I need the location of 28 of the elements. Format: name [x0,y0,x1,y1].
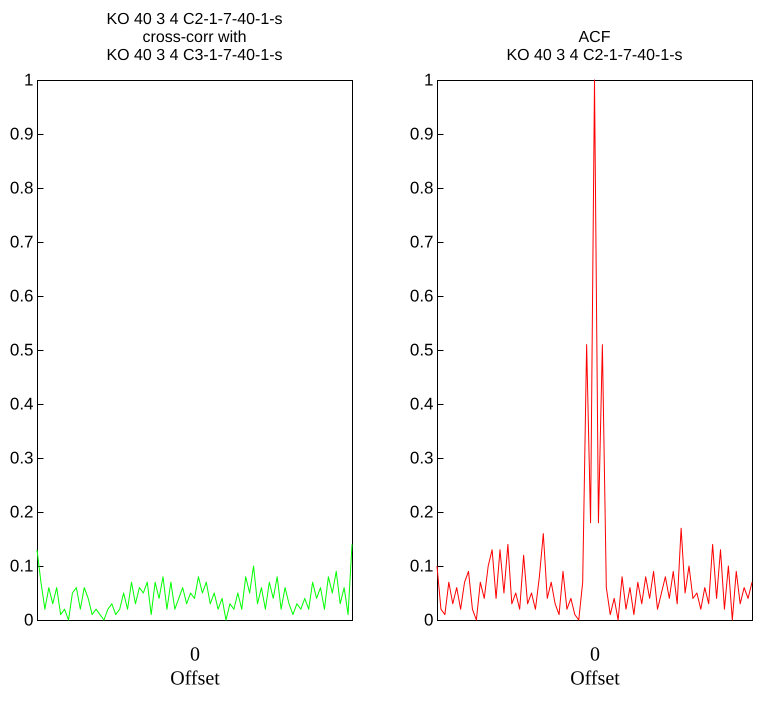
y-tick-label: 0.4 [410,394,434,414]
y-tick-label: 0.5 [410,340,434,360]
y-tick-label: 0 [24,610,34,630]
y-tick-label: 0.8 [410,178,434,198]
y-tick-label: 0.1 [410,556,434,576]
x-axis-title: Offset [570,668,620,690]
line-series [36,544,352,620]
y-tick-label: 0.7 [10,232,34,252]
y-tick-label: 0.7 [410,232,434,252]
y-tick-label: 0.1 [10,556,34,576]
y-tick-label: 0.6 [410,286,434,306]
chart-title: ACF KO 40 3 4 C2-1-7-40-1-s [506,29,683,64]
y-tick-label: 0.6 [10,286,34,306]
line-series [436,80,752,620]
y-tick-label: 0.2 [10,502,34,522]
y-tick-label: 0.3 [410,448,434,468]
y-tick-label: 0.5 [10,340,34,360]
y-tick-label: 0.4 [10,394,34,414]
y-tick-label: 0.2 [410,502,434,522]
y-tick-label: 0.3 [10,448,34,468]
chart-title: KO 40 3 4 C2-1-7-40-1-s cross-corr with KO 40 3 4 C3-1-7-40-1-s [106,11,283,64]
y-tick-label: 1 [424,70,434,90]
y-tick-label: 1 [24,70,34,90]
x-axis-title: Offset [170,668,220,690]
y-tick-label: 0.9 [10,124,34,144]
y-tick-label: 0 [424,610,434,630]
y-tick-label: 0.9 [410,124,434,144]
y-tick-label: 0.8 [10,178,34,198]
